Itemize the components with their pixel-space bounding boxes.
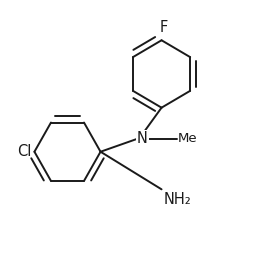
Text: NH₂: NH₂ [164,192,192,207]
Text: N: N [137,131,148,146]
Text: Me: Me [178,132,198,145]
Text: F: F [160,20,168,35]
Text: Cl: Cl [17,144,32,159]
